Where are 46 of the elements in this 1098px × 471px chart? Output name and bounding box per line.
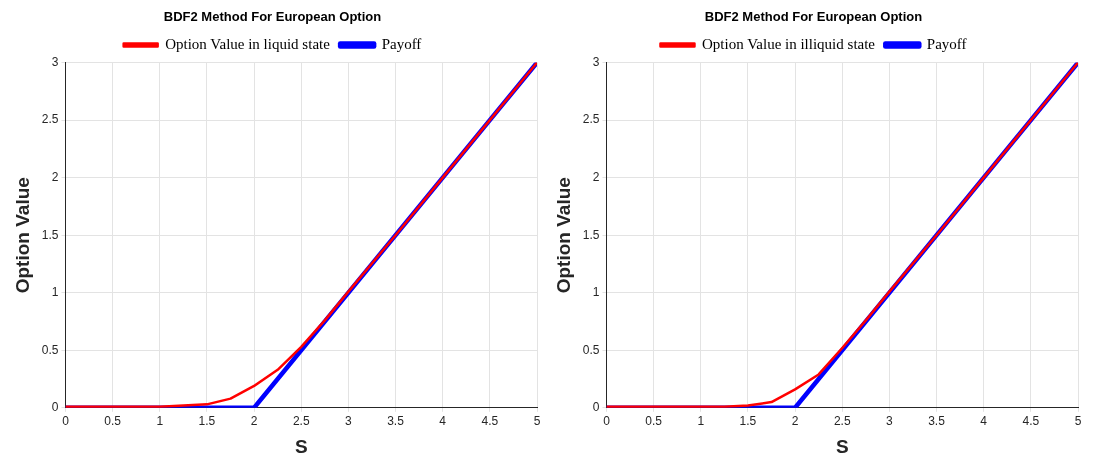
x-tick-label: 3 <box>345 414 353 429</box>
x-tick-label: 0.5 <box>104 414 122 429</box>
y-tick-label: 1 <box>51 285 59 300</box>
x-tick-label: 5 <box>1074 414 1082 429</box>
x-tick-label: 2.5 <box>833 414 851 429</box>
y-tick-label: 0.5 <box>582 342 600 357</box>
x-axis-title: S <box>294 435 308 457</box>
x-tick-label: 1.5 <box>198 414 216 429</box>
x-tick-label: 0 <box>603 414 611 429</box>
x-tick-label: 3 <box>886 414 894 429</box>
y-tick-label: 0 <box>51 400 59 415</box>
y-tick-label: 0 <box>592 400 600 415</box>
legend-label: Option Value in liquid state <box>165 36 331 53</box>
y-tick-label: 3 <box>592 54 600 69</box>
x-tick-label: 0 <box>62 414 70 429</box>
legend-label: Payoff <box>926 36 967 53</box>
chart-title: BDF2 Method For European Option <box>163 9 382 25</box>
y-tick-label: 1.5 <box>41 227 59 242</box>
x-tick-label: 1 <box>697 414 705 429</box>
x-tick-label: 4.5 <box>1022 414 1040 429</box>
chart-title: BDF2 Method For European Option <box>704 9 923 25</box>
y-tick-label: 2.5 <box>41 112 59 127</box>
x-tick-label: 2.5 <box>292 414 310 429</box>
x-tick-label: 3.5 <box>928 414 946 429</box>
y-tick-label: 0.5 <box>41 342 59 357</box>
y-tick-label: 3 <box>51 54 59 69</box>
x-tick-label: 2 <box>791 414 799 429</box>
x-tick-label: 4.5 <box>481 414 499 429</box>
y-tick-label: 2 <box>51 169 59 184</box>
x-tick-label: 2 <box>250 414 258 429</box>
y-tick-label: 2.5 <box>582 112 600 127</box>
x-tick-label: 5 <box>533 414 541 429</box>
x-tick-label: 1.5 <box>739 414 757 429</box>
legend-label: Payoff <box>381 36 422 53</box>
x-tick-label: 4 <box>980 414 988 429</box>
y-tick-label: 1 <box>592 285 600 300</box>
x-tick-label: 4 <box>439 414 447 429</box>
x-tick-label: 3.5 <box>387 414 405 429</box>
x-axis-title: S <box>835 435 849 457</box>
y-axis-title: Option Value <box>11 177 33 294</box>
legend-label: Option Value in illiquid state <box>701 36 876 53</box>
y-tick-label: 1.5 <box>582 227 600 242</box>
x-tick-label: 1 <box>156 414 164 429</box>
x-tick-label: 0.5 <box>645 414 663 429</box>
y-axis-title: Option Value <box>552 177 574 294</box>
y-tick-label: 2 <box>592 169 600 184</box>
